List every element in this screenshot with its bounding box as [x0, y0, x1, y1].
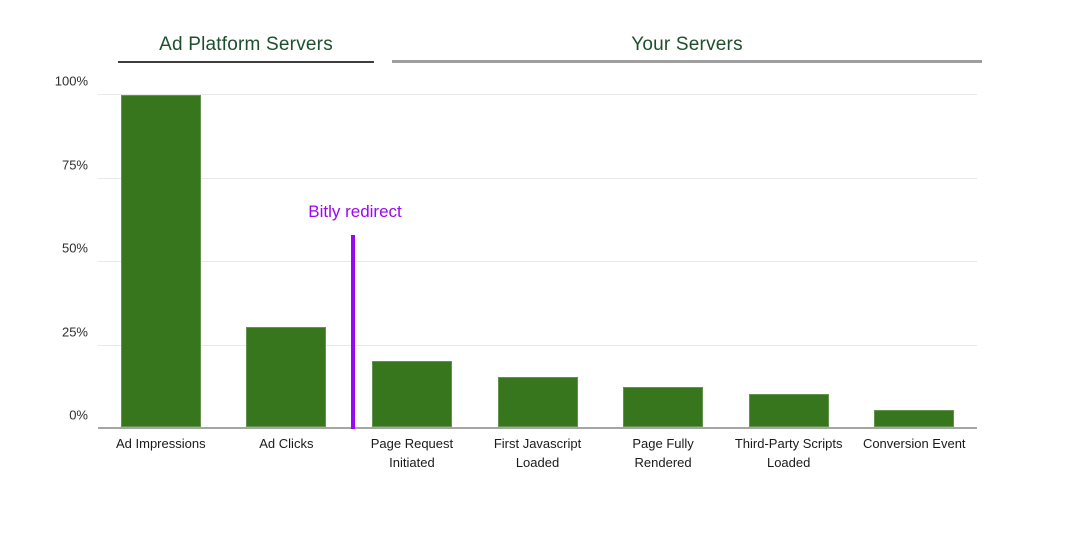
category-label-conversion-event: Conversion Event [862, 436, 966, 451]
gridline-25 [98, 344, 977, 346]
bitly-redirect-label: Bitly redirect [308, 202, 402, 222]
y-tick-label-100: 100% [54, 73, 88, 89]
group-underline-your-servers [392, 60, 982, 63]
category-label-ad-clicks: Ad Clicks [259, 436, 314, 451]
y-tick-label-0: 0% [69, 407, 88, 423]
y-axis-labels: 0% 25% 50% 75% 100% [0, 74, 88, 429]
y-tick-label-25: 25% [61, 324, 88, 339]
column-conversion-event [851, 95, 977, 427]
category-label-ad-impressions: Ad Impressions [115, 436, 206, 451]
category-label-cell: Ad Clicks [224, 434, 350, 472]
group-underline-ad-platform-servers [118, 61, 374, 63]
gridline-75 [98, 177, 977, 179]
column-third-party-scripts-loaded [726, 95, 852, 427]
category-labels: Ad Impressions Ad Clicks Page Request Init… [98, 434, 977, 472]
column-ad-impressions [98, 95, 224, 427]
group-header-your-servers: Your Servers [631, 34, 743, 55]
group-header-ad-platform-servers: Ad Platform Servers [159, 34, 333, 55]
gridline-50 [98, 261, 977, 262]
bar-first-javascript-loaded [497, 377, 578, 427]
y-tick-label-50: 50% [61, 240, 88, 256]
column-ad-clicks [224, 95, 350, 427]
columns [98, 95, 977, 427]
category-label-cell: Third-Party Scripts Loaded [726, 434, 852, 472]
y-tick-label-75: 75% [61, 157, 88, 172]
category-label-third-party-scripts-loaded: Third-Party Scripts Loaded [734, 436, 843, 470]
bitly-redirect-line [351, 235, 355, 429]
plot-area: Bitly redirect [98, 94, 977, 429]
category-label-cell: Page Fully Rendered [600, 434, 726, 472]
column-page-request-initiated [349, 95, 475, 427]
bar-ad-impressions [120, 95, 201, 427]
category-label-page-request-initiated: Page Request Initiated [370, 436, 454, 470]
bar-ad-clicks [246, 327, 327, 427]
category-label-page-fully-rendered: Page Fully Rendered [632, 436, 694, 470]
category-label-cell: First Javascript Loaded [475, 434, 601, 472]
column-page-fully-rendered [600, 95, 726, 427]
column-first-javascript-loaded [475, 95, 601, 427]
category-label-cell: Page Request Initiated [349, 434, 475, 472]
gridline-100 [98, 94, 977, 95]
bar-page-fully-rendered [623, 387, 704, 427]
category-label-first-javascript-loaded: First Javascript Loaded [493, 436, 582, 470]
bar-third-party-scripts-loaded [748, 393, 829, 427]
category-label-cell: Conversion Event [851, 434, 977, 472]
x-axis-line [98, 427, 977, 429]
bar-conversion-event [874, 410, 955, 427]
category-label-cell: Ad Impressions [98, 434, 224, 472]
bar-page-request-initiated [371, 360, 452, 427]
